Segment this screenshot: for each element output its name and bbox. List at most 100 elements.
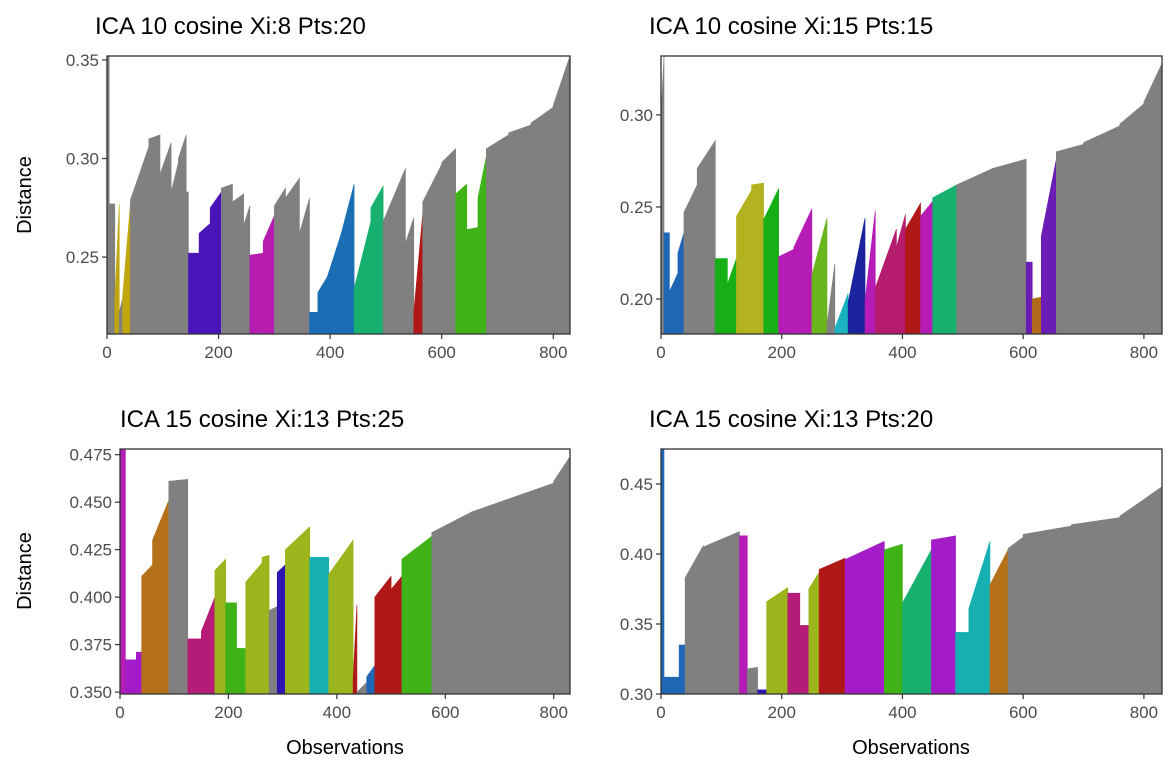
bar-segment-1-22 (309, 312, 319, 334)
bar-segment-3-21 (374, 575, 392, 694)
bar-segment-1-6 (148, 134, 161, 334)
bar-segment-1-34 (466, 227, 479, 334)
bar-segment-1-11 (188, 252, 200, 334)
y-tick-label: 0.30 (620, 106, 653, 125)
bar-segment-3-14 (276, 564, 286, 694)
x-tick-label: 800 (1130, 703, 1158, 722)
x-tick-label: 0 (656, 343, 665, 362)
bar-segment-3-25 (472, 497, 511, 694)
bar-segment-3-15 (285, 526, 311, 694)
bar-segment-2-23 (956, 167, 994, 334)
x-tick-label: 600 (1009, 343, 1037, 362)
bar-segment-2-24 (992, 158, 1027, 334)
panel-frame-3 (119, 448, 571, 695)
bar-segment-1-33 (455, 183, 468, 334)
bar-segment-4-22 (1071, 517, 1121, 694)
panel-3: ICA 15 cosine Xi:13 Pts:25 0 200 400 600 800 0… (69, 406, 571, 722)
y-axis-label-top: Distance (14, 156, 36, 234)
panel-title: ICA 15 cosine Xi:13 Pts:20 (649, 406, 933, 433)
bar-segment-2-27 (1040, 159, 1057, 334)
bar-segment-1-23 (317, 275, 328, 334)
panel-frame-4 (660, 448, 1163, 695)
panel-frame-2 (660, 55, 1163, 335)
x-tick-label: 600 (431, 703, 459, 722)
x-axis-label-left: Observations (286, 737, 404, 759)
bar-segment-2-12 (793, 208, 813, 334)
x-tick-label: 200 (204, 343, 232, 362)
bar-segment-1-4 (122, 203, 131, 334)
bar-segment-2-0 (661, 56, 665, 334)
bar-segment-2-19 (896, 214, 906, 334)
bar-segment-4-3 (684, 544, 704, 694)
bar-segment-4-12 (818, 557, 846, 694)
y-tick-label: 0.40 (620, 545, 653, 564)
bar-segment-1-30 (413, 213, 424, 334)
bar-segment-2-16 (847, 217, 866, 334)
bar-segment-2-28 (1056, 143, 1084, 334)
bar-segment-2-9 (751, 182, 764, 334)
panel-frame-1 (106, 55, 571, 335)
bar-segment-3-7 (201, 597, 216, 694)
bar-segment-2-1 (663, 232, 670, 334)
bar-segment-1-32 (441, 147, 456, 334)
bar-segment-1-24 (327, 233, 342, 334)
y-tick-label: 0.425 (69, 541, 112, 560)
bar-segment-4-10 (799, 625, 810, 694)
bar-segment-2-15 (834, 293, 849, 334)
bar-segment-2-18 (874, 228, 897, 334)
bar-segment-3-10 (236, 648, 247, 694)
bar-segment-4-19 (989, 549, 1009, 694)
bar-segment-1-38 (530, 106, 554, 334)
x-tick-label: 200 (214, 703, 242, 722)
bar-segment-1-31 (422, 164, 442, 334)
y-tick-label: 0.35 (66, 51, 99, 70)
bar-segment-1-13 (209, 191, 222, 334)
y-tick-label: 0.350 (69, 683, 112, 702)
x-tick-label: 800 (539, 343, 567, 362)
x-tick-label: 400 (316, 343, 344, 362)
y-tick-label: 0.30 (66, 150, 99, 169)
x-tick-label: 400 (888, 343, 916, 362)
bar-segment-4-4 (702, 531, 740, 694)
bar-segment-1-18 (262, 215, 275, 334)
x-tick-label: 0 (102, 343, 111, 362)
bar-segment-2-25 (1025, 261, 1033, 334)
panel-title: ICA 10 cosine Xi:15 Pts:15 (649, 13, 933, 40)
bar-segment-4-16 (931, 535, 956, 694)
bar-segment-1-35 (477, 156, 487, 334)
bar-segment-4-14 (884, 543, 903, 694)
y-tick-label: 0.450 (69, 493, 112, 512)
bar-segment-4-23 (1119, 486, 1162, 694)
bar-segment-1-14 (221, 183, 233, 334)
bar-segment-4-0 (661, 449, 665, 694)
bar-segment-1-16 (243, 205, 251, 334)
bar-segment-2-31 (1143, 63, 1162, 334)
bar-segment-4-11 (808, 571, 820, 694)
bar-segment-2-14 (826, 264, 836, 334)
bar-segment-3-19 (356, 681, 367, 694)
bar-segment-4-9 (787, 592, 801, 694)
bar-segment-2-29 (1083, 125, 1121, 334)
bar-segment-2-11 (778, 248, 795, 334)
bar-segment-2-20 (905, 202, 921, 334)
bar-segment-3-20 (366, 664, 376, 694)
x-tick-label: 800 (1130, 343, 1158, 362)
bar-segment-2-13 (811, 217, 828, 334)
bar-segment-3-9 (225, 602, 237, 694)
x-tick-label: 400 (888, 703, 916, 722)
bar-segment-4-13 (844, 540, 885, 694)
bar-segment-3-22 (390, 575, 403, 694)
bar-segment-1-7 (159, 142, 172, 334)
x-tick-label: 200 (768, 703, 796, 722)
panel-1: ICA 10 cosine Xi:8 Pts:20 0 200 400 600 800 0.… (66, 13, 571, 362)
bar-segment-1-1 (108, 203, 116, 334)
y-tick-label: 0.45 (620, 475, 653, 494)
bar-segment-2-30 (1119, 103, 1145, 334)
x-tick-label: 400 (323, 703, 351, 722)
bar-segment-2-10 (763, 188, 780, 334)
bar-segment-3-1 (125, 659, 137, 694)
bar-segment-1-15 (232, 193, 244, 334)
bars-panel-2 (661, 56, 1162, 334)
bars-panel-3 (120, 449, 570, 694)
